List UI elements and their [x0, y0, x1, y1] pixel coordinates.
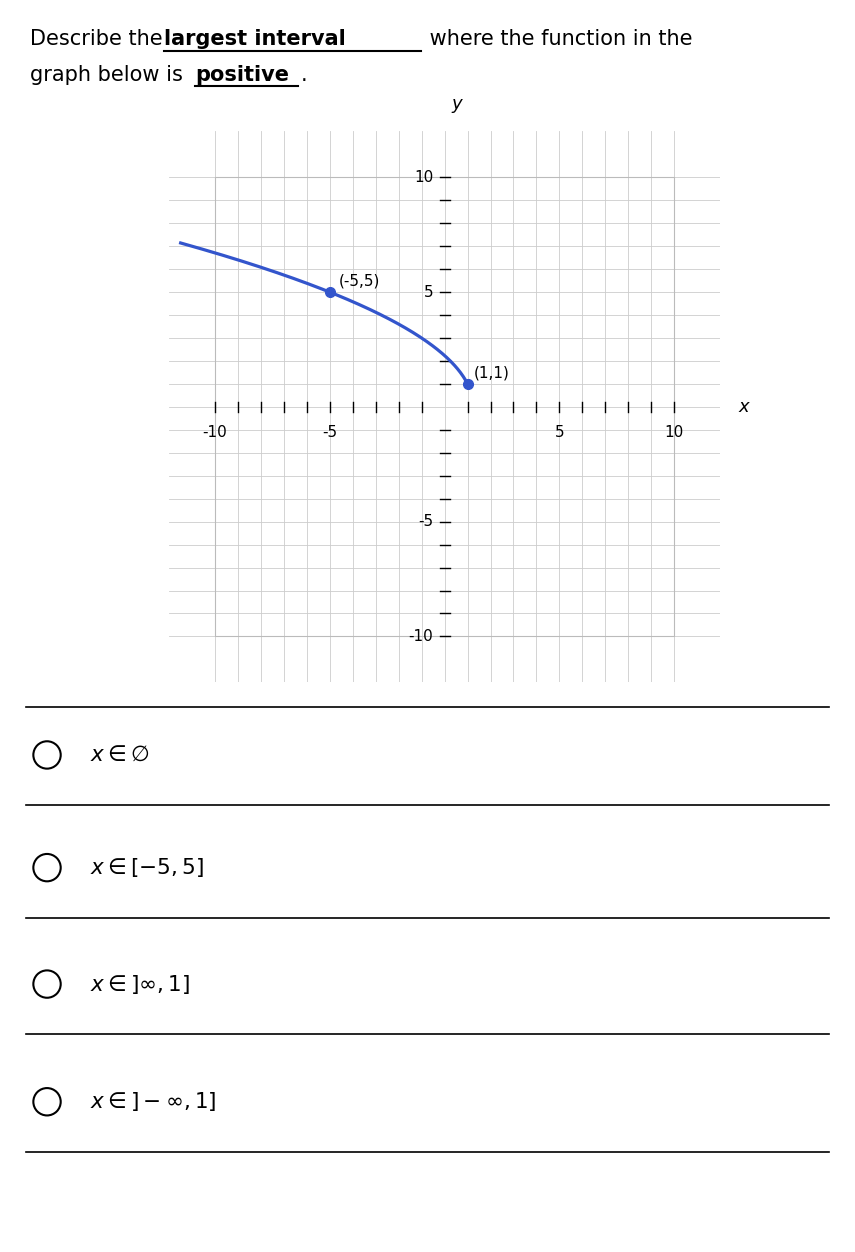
Text: 5: 5	[423, 284, 433, 299]
Text: Describe the: Describe the	[30, 29, 169, 49]
Text: where the function in the: where the function in the	[423, 29, 693, 49]
Text: 10: 10	[664, 426, 684, 441]
Text: y: y	[451, 95, 462, 113]
Text: $x\in [-5,5]$: $x\in [-5,5]$	[90, 856, 203, 879]
Text: largest interval: largest interval	[164, 29, 346, 49]
Text: -10: -10	[203, 426, 227, 441]
Text: -10: -10	[409, 629, 433, 644]
Text: -5: -5	[322, 426, 338, 441]
Text: x: x	[739, 398, 749, 416]
Text: $x \in \varnothing$: $x \in \varnothing$	[90, 745, 150, 765]
Text: 10: 10	[414, 170, 433, 185]
Text: (-5,5): (-5,5)	[339, 274, 380, 289]
Text: -5: -5	[418, 515, 433, 530]
Text: graph below is: graph below is	[30, 65, 190, 85]
Text: $x\in ]\infty,1]$: $x\in ]\infty,1]$	[90, 973, 190, 995]
Text: .: .	[301, 65, 308, 85]
Text: $x\in ]-\infty,1]$: $x\in ]-\infty,1]$	[90, 1090, 216, 1113]
Text: positive: positive	[195, 65, 289, 85]
Text: (1,1): (1,1)	[474, 366, 510, 381]
Text: 5: 5	[555, 426, 564, 441]
